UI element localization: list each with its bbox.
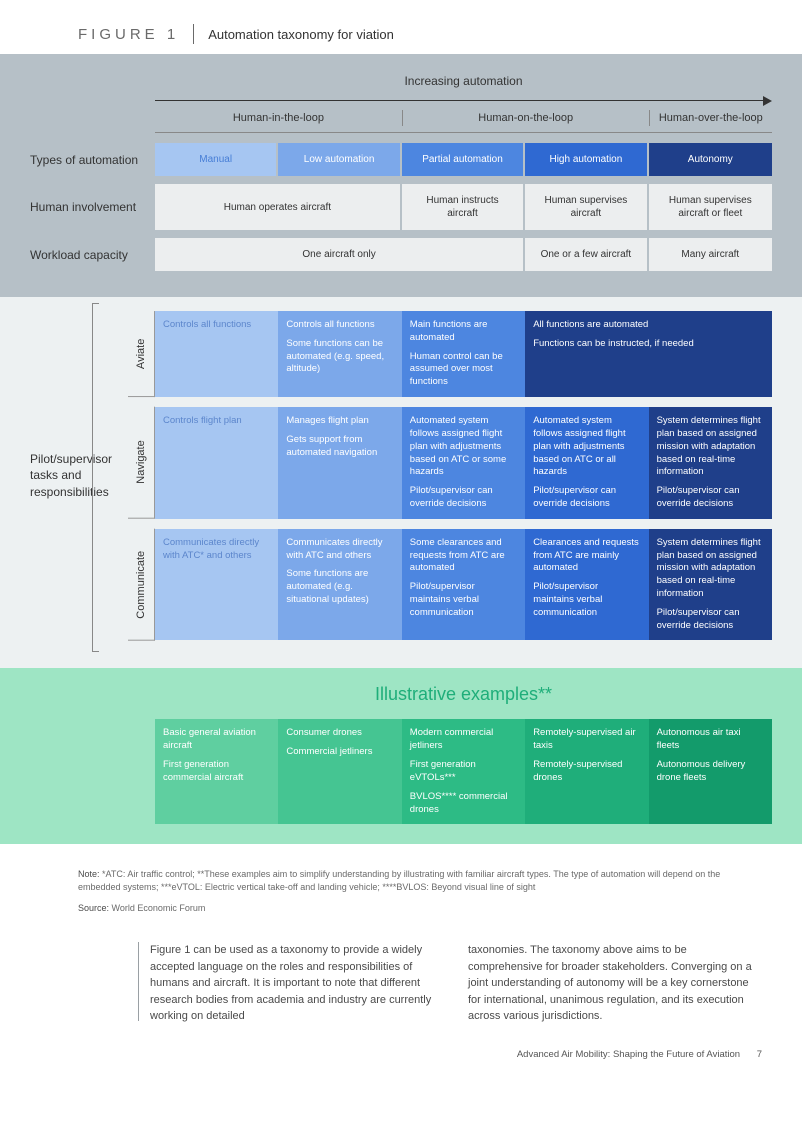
- navigate-c1: Controls flight plan: [155, 407, 278, 519]
- workload-label: Workload capacity: [30, 238, 155, 271]
- communicate-c5: System determines flight plan based on a…: [649, 529, 772, 641]
- example-c3: Modern commercial jetlinersFirst generat…: [402, 719, 525, 824]
- vertical-rule-icon: [138, 942, 139, 1021]
- example-c4: Remotely-supervised air taxisRemotely-su…: [525, 719, 648, 824]
- body-left: Figure 1 can be used as a taxonomy to pr…: [150, 942, 444, 1025]
- loop-header-row: Human-in-the-loop Human-on-the-loop Huma…: [155, 110, 772, 133]
- aviate-row: Controls all functions Controls all func…: [155, 311, 772, 397]
- tasks-main-label: Pilot/supervisor tasks and responsibilit…: [30, 311, 128, 640]
- navigate-c5: System determines flight plan based on a…: [649, 407, 772, 519]
- figure-label: FIGURE 1: [78, 26, 179, 43]
- divider-icon: [193, 24, 194, 44]
- involvement-label: Human involvement: [30, 184, 155, 230]
- example-c2: Consumer dronesCommercial jetliners: [278, 719, 401, 824]
- examples-row: Basic general aviation aircraftFirst gen…: [155, 719, 772, 824]
- navigate-c4: Automated system follows assigned flight…: [525, 407, 648, 519]
- aviate-c2: Controls all functionsSome functions can…: [278, 311, 401, 397]
- involvement-operates: Human operates aircraft: [155, 184, 400, 230]
- body-right: taxonomies. The taxonomy above aims to b…: [468, 942, 762, 1025]
- communicate-c3: Some clearances and requests from ATC ar…: [402, 529, 525, 641]
- aviate-c3: Main functions are automatedHuman contro…: [402, 311, 525, 397]
- workload-few-aircraft: One or a few aircraft: [525, 238, 646, 271]
- workload-many-aircraft: Many aircraft: [649, 238, 772, 271]
- figure-header: FIGURE 1 Automation taxonomy for viation: [0, 0, 802, 54]
- examples-title: Illustrative examples**: [155, 684, 772, 705]
- notes-block: Note: *ATC: Air traffic control; **These…: [0, 844, 802, 922]
- arrow-icon: [155, 94, 772, 108]
- figure-title: Automation taxonomy for viation: [208, 27, 394, 42]
- page-number: 7: [757, 1049, 762, 1060]
- navigate-row: Controls flight plan Manages flight plan…: [155, 407, 772, 519]
- source-line: Source: World Economic Forum: [78, 902, 762, 915]
- header-human-in-loop: Human-in-the-loop: [155, 110, 402, 126]
- body-columns: Figure 1 can be used as a taxonomy to pr…: [0, 922, 802, 1035]
- example-c1: Basic general aviation aircraftFirst gen…: [155, 719, 278, 824]
- note-line: Note: *ATC: Air traffic control; **These…: [78, 868, 762, 893]
- human-involvement-row: Human involvement Human operates aircraf…: [30, 184, 772, 230]
- communicate-c4: Clearances and requests from ATC are mai…: [525, 529, 648, 641]
- navigate-label: Navigate: [128, 407, 155, 519]
- type-autonomy: Autonomy: [649, 143, 772, 176]
- communicate-c1: Communicates directly with ATC* and othe…: [155, 529, 278, 641]
- aviate-block: Pilot/supervisor tasks and responsibilit…: [30, 311, 772, 640]
- workload-one-aircraft: One aircraft only: [155, 238, 523, 271]
- page-footer: Advanced Air Mobility: Shaping the Futur…: [0, 1035, 802, 1084]
- involvement-supervises-fleet: Human supervises aircraft or fleet: [649, 184, 772, 230]
- type-manual: Manual: [155, 143, 276, 176]
- communicate-label: Communicate: [128, 529, 155, 641]
- examples-panel: Illustrative examples** Basic general av…: [0, 668, 802, 844]
- footer-subtitle: Shaping the Future of Aviation: [610, 1049, 740, 1060]
- page: FIGURE 1 Automation taxonomy for viation…: [0, 0, 802, 1084]
- example-c5: Autonomous air taxi fleetsAutonomous del…: [649, 719, 772, 824]
- aviate-c4-5: All functions are automatedFunctions can…: [525, 311, 772, 397]
- arrow-label-row: Increasing automation: [155, 72, 772, 90]
- navigate-c3: Automated system follows assigned flight…: [402, 407, 525, 519]
- aviate-c1: Controls all functions: [155, 311, 278, 397]
- involvement-supervises: Human supervises aircraft: [525, 184, 646, 230]
- involvement-instructs: Human instructs aircraft: [402, 184, 523, 230]
- navigate-c2: Manages flight planGets support from aut…: [278, 407, 401, 519]
- tasks-panel: Pilot/supervisor tasks and responsibilit…: [0, 297, 802, 668]
- footer-title: Advanced Air Mobility:: [517, 1049, 610, 1060]
- types-label: Types of automation: [30, 143, 155, 176]
- communicate-row: Communicates directly with ATC* and othe…: [155, 529, 772, 641]
- increasing-automation-panel: Increasing automation Human-in-the-loop …: [0, 54, 802, 297]
- type-low-automation: Low automation: [278, 143, 399, 176]
- arrow-label: Increasing automation: [404, 74, 522, 88]
- workload-capacity-row: Workload capacity One aircraft only One …: [30, 238, 772, 271]
- communicate-c2: Communicates directly with ATC and other…: [278, 529, 401, 641]
- aviate-label: Aviate: [128, 311, 155, 397]
- type-partial-automation: Partial automation: [402, 143, 523, 176]
- header-human-on-loop: Human-on-the-loop: [402, 110, 649, 126]
- header-human-over-loop: Human-over-the-loop: [649, 110, 772, 126]
- type-high-automation: High automation: [525, 143, 646, 176]
- types-of-automation-row: Types of automation Manual Low automatio…: [30, 143, 772, 176]
